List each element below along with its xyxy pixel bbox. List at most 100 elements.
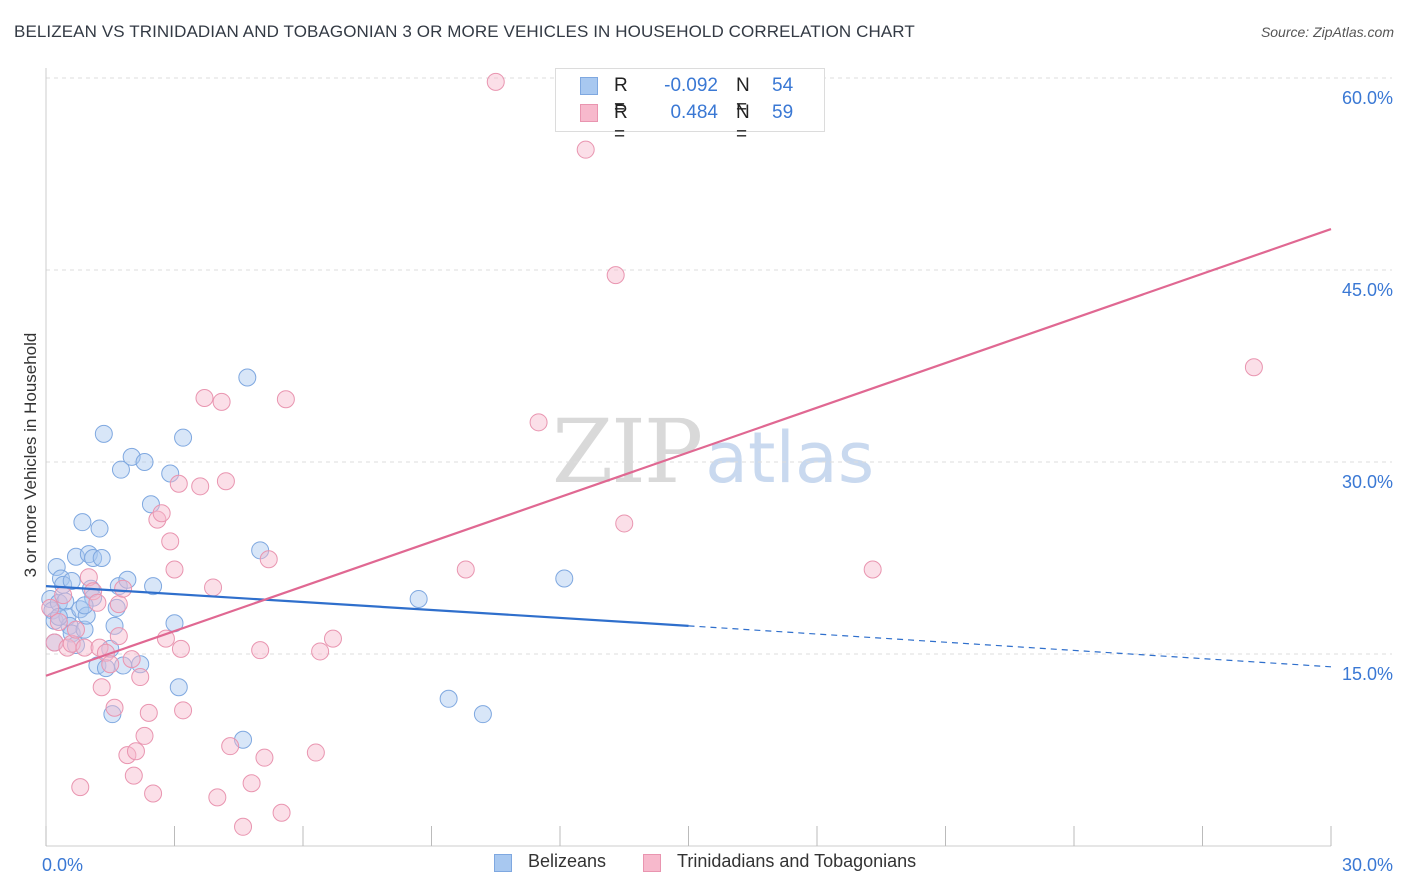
y-tick-label: 45.0% [1342, 280, 1393, 300]
stats-r-value: 0.484 [670, 102, 718, 123]
trinidadian-point [306, 743, 325, 762]
belizean-point [90, 519, 109, 538]
stats-n-label: N = [736, 75, 750, 118]
trinidadian-point [101, 655, 120, 674]
x-tick-label: 30.0% [1342, 855, 1393, 875]
trinidadian-point [152, 504, 171, 523]
legend-label-belizeans: Belizeans [528, 851, 607, 871]
trinidadian-point [124, 766, 143, 785]
belizean-point [409, 589, 428, 608]
trinidadian-point [259, 550, 278, 569]
trinidadian-point [576, 140, 595, 159]
trinidadian-point [79, 568, 98, 587]
trinidadian-point [139, 703, 158, 722]
trinidadian-point [456, 560, 475, 579]
trinidadian-point [272, 803, 291, 822]
belizean-point [169, 678, 188, 697]
trinidadian-point [118, 746, 137, 765]
belizean-point [73, 513, 92, 532]
axes [45, 68, 1332, 847]
stats-r-label: R = [614, 75, 628, 118]
belizean-point [111, 460, 130, 479]
trinidadian-point [126, 742, 145, 761]
trinidadian-point [529, 413, 548, 432]
stats-r-value: -0.092 [664, 75, 718, 96]
trinidadian-point [169, 474, 188, 493]
trinidadian-point [75, 638, 94, 657]
trinidadian-point [161, 532, 180, 551]
trinidadian-point [208, 788, 227, 807]
belizean-point [131, 655, 150, 674]
trinidadian-point [92, 678, 111, 697]
legend-label-trinidadians: Trinidadians and Tobagonians [677, 851, 917, 871]
legend-swatch-belizeans [494, 854, 512, 872]
belizean-point [555, 569, 574, 588]
legend-swatch-trinidadians [643, 854, 661, 872]
trinidadian-point [195, 389, 214, 407]
belizean-point [47, 557, 66, 576]
trinidadian-point [323, 629, 342, 648]
trinidadian-point [88, 593, 107, 612]
belizean-point [56, 592, 75, 611]
trinidadian-point [221, 737, 240, 756]
trinidadian-point [144, 784, 163, 803]
belizean-trend-line [45, 585, 689, 627]
chart-title: BELIZEAN VS TRINIDADIAN AND TOBAGONIAN 3… [14, 22, 915, 41]
belizean-point [473, 705, 492, 724]
stats-legend-box: R = -0.092 N = 54 R = 0.484 N = 59 [555, 68, 825, 145]
y-tick-label: 15.0% [1342, 664, 1393, 684]
belizean-point [118, 570, 137, 589]
trinidadian-point [486, 72, 505, 91]
trinidadian-point [863, 560, 882, 579]
trinidadian-point [242, 774, 261, 793]
trinidadian-point [84, 582, 103, 601]
belizean-point [92, 549, 111, 567]
stats-swatch-belizeans [580, 77, 598, 95]
belizean-point [62, 572, 81, 591]
belizean-point [94, 424, 113, 443]
y-axis-label: 3 or more Vehicles in Household [21, 333, 40, 578]
trinidadian-point [234, 817, 253, 836]
x-tick-label: 0.0% [42, 855, 83, 875]
trinidadian-point [615, 514, 634, 533]
trinidadian-point [212, 392, 231, 411]
trinidadian-point [311, 642, 330, 661]
trinidadian-point [1244, 358, 1263, 377]
belizean-point [105, 616, 124, 635]
grid-lines [46, 77, 1392, 655]
stats-n-label: N = [736, 102, 750, 145]
stats-r-label: R = [614, 102, 628, 145]
trinidadian-point [109, 595, 128, 614]
trinidadian-point [174, 701, 193, 720]
y-tick-label: 60.0% [1342, 88, 1393, 108]
trinidadian-point [191, 477, 210, 496]
belizean-point [439, 689, 458, 708]
trinidadian-point [109, 627, 128, 646]
trinidadian-point [255, 748, 274, 767]
belizean-point [135, 453, 154, 471]
trinidadian-point [41, 598, 60, 617]
trinidadian-point [204, 578, 223, 597]
belizean-point [238, 368, 257, 387]
trinidadian-point [66, 620, 85, 639]
belizean-point [144, 577, 163, 596]
trinidadian-point [131, 668, 150, 687]
trinidadian-point [105, 698, 124, 717]
y-tick-label: 30.0% [1342, 472, 1393, 492]
trinidadian-point [122, 650, 141, 669]
trinidadian-point [606, 266, 625, 285]
trinidadian-point [49, 613, 68, 631]
stats-swatch-trinidadians [580, 104, 598, 122]
trinidadian-point [251, 641, 270, 660]
trinidadian-point [114, 579, 133, 598]
trend-lines [45, 228, 1332, 677]
tick-labels: 15.0% 30.0% 45.0% 60.0% 0.0% 30.0% [42, 88, 1393, 875]
belizean-point [141, 495, 160, 514]
belizean-point [174, 428, 193, 447]
trinidadian-point [165, 560, 184, 579]
data-points [41, 72, 1263, 836]
belizean-trend-projection [688, 625, 1332, 668]
trinidadian-point [54, 586, 73, 605]
stats-n-value: 59 [772, 102, 794, 123]
